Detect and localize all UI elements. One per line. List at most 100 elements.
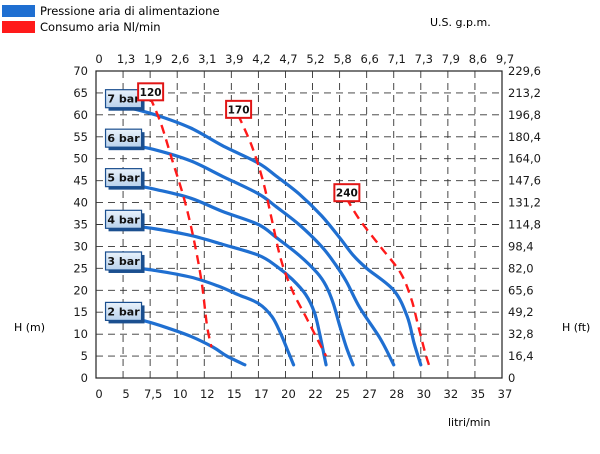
y-tick-left: 45	[73, 174, 88, 188]
y-tick-left: 25	[73, 261, 88, 275]
x-tick-bottom: 25	[335, 387, 350, 401]
y-tick-right: 0	[508, 371, 515, 385]
pressure-tag-4-bar: 4 bar	[104, 209, 145, 232]
x-tick-top: 2,6	[171, 52, 189, 66]
x-tick-top: 4,7	[279, 52, 297, 66]
x-tick-top: 7,1	[388, 52, 406, 66]
pressure-tag-6-bar: 6 bar	[104, 128, 145, 151]
x-tick-bottom: 5	[122, 387, 129, 401]
x-tick-top: 3,9	[225, 52, 243, 66]
y-tick-left: 50	[73, 152, 88, 166]
pressure-tag-2-bar: 2 bar	[104, 301, 145, 324]
legend-label-pressure: Pressione aria di alimentazione	[40, 4, 220, 18]
y-tick-right: 196,8	[508, 108, 541, 122]
x-tick-bottom: 10	[173, 387, 188, 401]
x-tick-top: 5,8	[333, 52, 351, 66]
air-tag-170: 170	[225, 99, 253, 119]
y-axis-left-label: H (m)	[14, 321, 45, 334]
pressure-curve-3-bar	[107, 262, 296, 367]
tick-labels: 0 5 7,5 10 12 15 17 20 22 25 27 28 30 32 35 37 0 1,3 1,9 2,…	[73, 52, 541, 401]
y-tick-right: 82,0	[508, 261, 534, 275]
x-tick-top: 0	[95, 52, 102, 66]
y-tick-left: 70	[73, 64, 88, 78]
x-tick-bottom: 22	[308, 387, 323, 401]
y-tick-right: 131,2	[508, 196, 541, 210]
x-tick-bottom: 35	[471, 387, 486, 401]
x-tick-bottom: 27	[362, 387, 377, 401]
y-tick-right: 49,2	[508, 305, 534, 319]
series-layer	[107, 96, 431, 367]
y-tick-left: 40	[73, 196, 88, 210]
x-tick-top: 9,7	[496, 52, 514, 66]
y-tick-left: 5	[81, 349, 88, 363]
y-tick-left: 20	[73, 283, 88, 297]
y-tick-left: 30	[73, 239, 88, 253]
pressure-tag-3-bar: 3 bar	[104, 251, 145, 273]
air-tag-label: 120	[140, 87, 162, 99]
legend: Pressione aria di alimentazione Consumo …	[2, 4, 220, 34]
x-tick-bottom: 17	[254, 387, 269, 401]
pressure-tag-label: 7 bar	[107, 93, 140, 106]
x-tick-bottom: 0	[95, 387, 102, 401]
y-tick-right: 98,4	[508, 239, 534, 253]
y-tick-left: 65	[73, 86, 88, 100]
x-tick-top: 7,3	[415, 52, 433, 66]
air-consumption-curve-240	[345, 197, 431, 366]
x-tick-bottom: 37	[498, 387, 513, 401]
x-tick-bottom: 7,5	[144, 387, 162, 401]
x-tick-bottom: 15	[227, 387, 242, 401]
pressure-tag-label: 4 bar	[107, 213, 140, 226]
x-tick-bottom: 30	[416, 387, 431, 401]
air-consumption-curve-170	[237, 114, 328, 357]
y-tick-right: 164,0	[508, 152, 541, 166]
y-tick-right: 229,6	[508, 64, 541, 78]
y-tick-right: 147,6	[508, 174, 541, 188]
pressure-tag-label: 6 bar	[107, 132, 140, 145]
y-tick-right: 65,6	[508, 283, 534, 297]
pressure-curve-4-bar	[107, 220, 328, 367]
y-tick-left: 15	[73, 305, 88, 319]
y-tick-right: 180,4	[508, 130, 541, 144]
y-tick-left: 0	[81, 371, 88, 385]
x-tick-top: 3,1	[198, 52, 216, 66]
y-tick-right: 114,8	[508, 218, 541, 232]
y-tick-right: 32,8	[508, 327, 534, 341]
pressure-tag-label: 3 bar	[107, 255, 140, 268]
y-tick-left: 55	[73, 130, 88, 144]
air-consumption-curve-120	[149, 96, 213, 348]
x-axis-bottom-label: litri/min	[448, 416, 490, 429]
x-tick-bottom: 32	[444, 387, 459, 401]
x-tick-top: 1,9	[144, 52, 162, 66]
x-tick-bottom: 28	[389, 387, 404, 401]
pressure-tag-5-bar: 5 bar	[104, 168, 145, 190]
pressure-curve-6-bar	[107, 139, 396, 367]
pressure-tag-7-bar: 7 bar	[104, 89, 145, 111]
legend-swatch-air	[2, 21, 35, 33]
air-tag-label: 170	[228, 104, 250, 116]
x-tick-top: 8,6	[469, 52, 487, 66]
y-tick-right: 213,2	[508, 86, 541, 100]
y-tick-left: 35	[73, 218, 88, 232]
pressure-tag-label: 2 bar	[107, 305, 140, 318]
legend-label-air: Consumo aria Nl/min	[40, 20, 161, 34]
air-tag-240: 240	[333, 183, 361, 203]
x-tick-bottom: 12	[200, 387, 215, 401]
air-tag-120: 120	[137, 82, 165, 102]
top-axis-unit-label: U.S. g.p.m.	[430, 16, 491, 29]
x-tick-top: 6,6	[361, 52, 379, 66]
x-tick-top: 7,9	[442, 52, 460, 66]
x-tick-top: 4,2	[252, 52, 270, 66]
x-tick-bottom: 20	[281, 387, 296, 401]
grid	[95, 70, 503, 379]
y-tick-left: 60	[73, 108, 88, 122]
pressure-curve-5-bar	[107, 179, 355, 367]
pressure-curve-7-bar	[107, 100, 423, 367]
y-tick-right: 16,4	[508, 349, 534, 363]
series-tags: 7 bar 6 bar 5 bar 4 bar 3 bar 2 bar 120 170 240	[104, 82, 361, 324]
legend-swatch-pressure	[2, 5, 35, 17]
air-tag-label: 240	[336, 188, 358, 200]
x-tick-top: 5,2	[306, 52, 324, 66]
pressure-tag-label: 5 bar	[107, 172, 140, 185]
y-axis-right-label: H (ft)	[562, 321, 590, 334]
